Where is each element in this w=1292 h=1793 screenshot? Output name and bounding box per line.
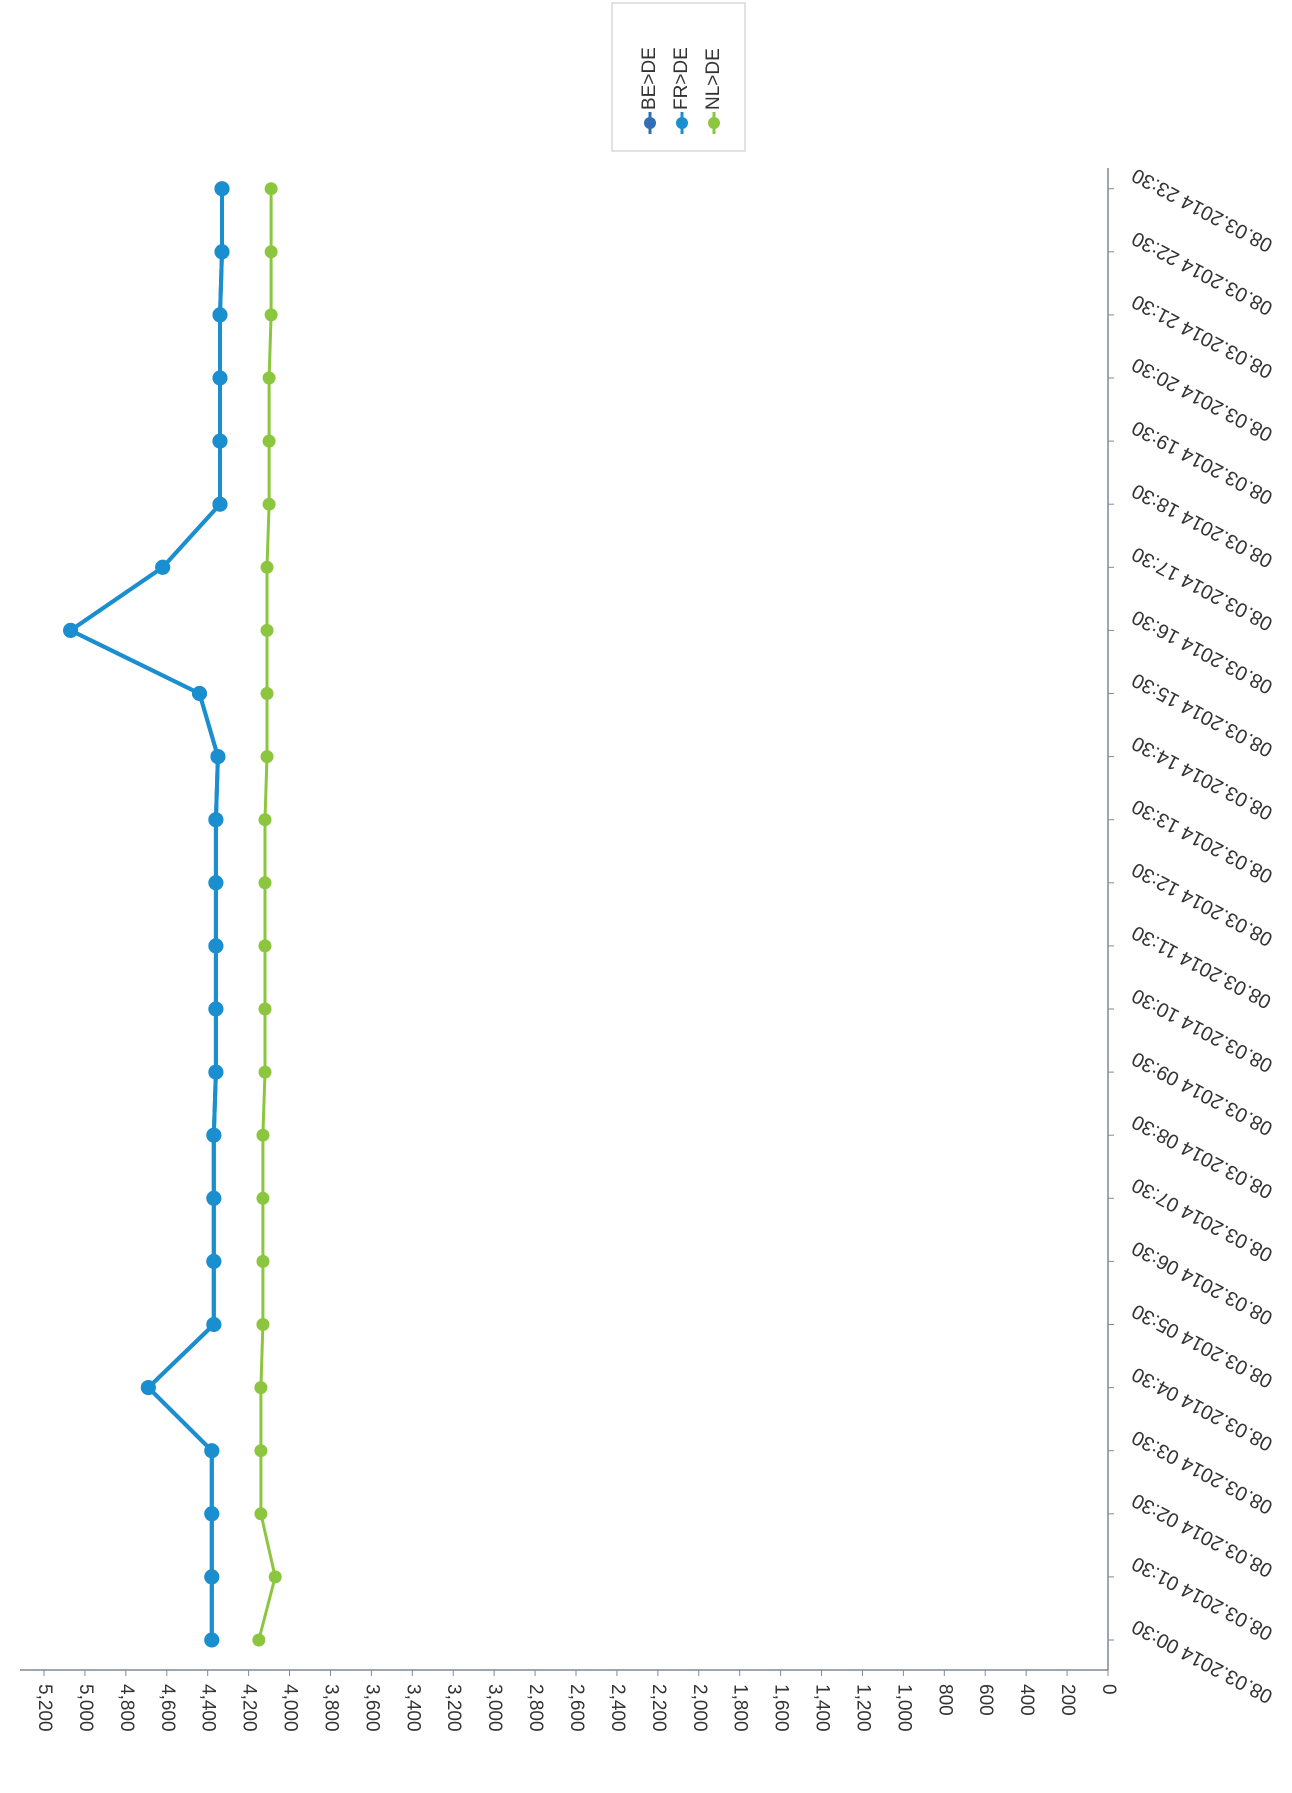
y-tick-label: 400 — [1016, 1684, 1037, 1716]
data-point — [63, 622, 79, 638]
data-point — [212, 433, 228, 449]
data-point — [264, 308, 278, 322]
y-tick-label: 1,600 — [771, 1684, 792, 1732]
y-tick-label: 1,200 — [852, 1684, 873, 1732]
y-tick-label: 2,400 — [607, 1684, 628, 1732]
data-point — [204, 1569, 220, 1585]
data-point — [258, 813, 272, 827]
data-point — [208, 1064, 224, 1080]
y-tick-label: 4,800 — [116, 1684, 137, 1732]
y-tick-label: 3,400 — [402, 1684, 423, 1732]
data-point — [208, 938, 224, 954]
data-point — [264, 182, 278, 196]
data-point — [260, 750, 274, 764]
data-point — [252, 1633, 266, 1647]
data-point — [268, 1570, 282, 1584]
data-point — [264, 245, 278, 259]
data-point — [204, 1632, 220, 1648]
legend-item: BE>DE — [639, 47, 660, 134]
y-tick-label: 3,800 — [320, 1684, 341, 1732]
legend-label: NL>DE — [703, 48, 724, 110]
data-point — [208, 875, 224, 891]
data-point — [260, 560, 274, 574]
data-point — [262, 371, 276, 385]
y-tick-label: 1,800 — [730, 1684, 751, 1732]
data-point — [206, 1190, 222, 1206]
data-point — [262, 497, 276, 511]
data-point — [208, 1001, 224, 1017]
data-point — [214, 181, 230, 197]
legend-swatch-marker — [644, 117, 656, 129]
series-fr-de — [63, 181, 230, 1648]
y-tick-label: 2,000 — [689, 1684, 710, 1732]
data-point — [258, 876, 272, 890]
data-point — [262, 434, 276, 448]
series-line — [68, 188, 224, 1640]
data-point — [206, 1253, 222, 1269]
data-point — [155, 559, 171, 575]
legend-swatch-marker — [708, 117, 720, 129]
legend-label: BE>DE — [639, 47, 660, 110]
legend-label: FR>DE — [671, 47, 692, 110]
y-tick-label: 2,600 — [566, 1684, 587, 1732]
data-point — [254, 1444, 268, 1458]
y-tick-label: 3,600 — [361, 1684, 382, 1732]
data-point — [210, 749, 226, 765]
y-tick-label: 4,400 — [198, 1684, 219, 1732]
y-tick-label: 800 — [934, 1684, 955, 1716]
y-tick-label: 200 — [1057, 1684, 1078, 1716]
y-tick-label: 3,000 — [484, 1684, 505, 1732]
y-tick-label: 4,000 — [280, 1684, 301, 1732]
data-point — [260, 687, 274, 700]
y-tick-label: 0 — [1098, 1684, 1119, 1695]
data-point — [256, 1191, 270, 1205]
data-point — [254, 1381, 268, 1395]
data-point — [258, 939, 272, 953]
y-tick-label: 3,200 — [443, 1684, 464, 1732]
y-tick-label: 600 — [975, 1684, 996, 1716]
data-point — [256, 1254, 270, 1268]
legend-item: NL>DE — [703, 48, 724, 134]
y-tick-label: 1,400 — [812, 1684, 833, 1732]
data-point — [254, 1507, 268, 1521]
data-point — [204, 1506, 220, 1522]
data-point — [204, 1443, 220, 1459]
y-tick-label: 2,200 — [648, 1684, 669, 1732]
data-point — [206, 1127, 222, 1143]
data-point — [140, 1380, 156, 1396]
series-line — [257, 188, 277, 1641]
series-nl-de — [252, 182, 282, 1647]
series-be-de — [63, 181, 230, 1648]
series-lines — [63, 181, 282, 1648]
axes — [20, 168, 1109, 1671]
data-point — [212, 370, 228, 386]
y-tick-label: 5,000 — [75, 1684, 96, 1732]
y-tick-label: 4,600 — [157, 1684, 178, 1732]
data-point — [214, 244, 230, 260]
y-tick-label: 4,200 — [239, 1684, 260, 1732]
data-point — [208, 812, 224, 828]
data-point — [258, 1002, 272, 1016]
legend-swatch-marker — [676, 117, 688, 129]
data-point — [258, 1065, 272, 1079]
y-tick-label: 2,800 — [525, 1684, 546, 1732]
data-point — [212, 496, 228, 512]
y-tick-labels: 0 200 400 600 800 1,000 1,200 1,400 1,600 1,800 2,… — [34, 1670, 1119, 1732]
data-point — [260, 623, 274, 637]
y-tick-label: 5,200 — [34, 1684, 55, 1732]
data-point — [256, 1128, 270, 1142]
data-point — [212, 307, 228, 323]
legend-item: FR>DE — [671, 47, 692, 134]
data-point — [206, 1317, 222, 1332]
y-tick-label: 1,000 — [893, 1684, 914, 1732]
data-point — [192, 686, 208, 701]
legend: BE>DE FR>DE NL>DE — [611, 2, 746, 152]
data-point — [256, 1318, 270, 1331]
series-line — [68, 188, 224, 1640]
